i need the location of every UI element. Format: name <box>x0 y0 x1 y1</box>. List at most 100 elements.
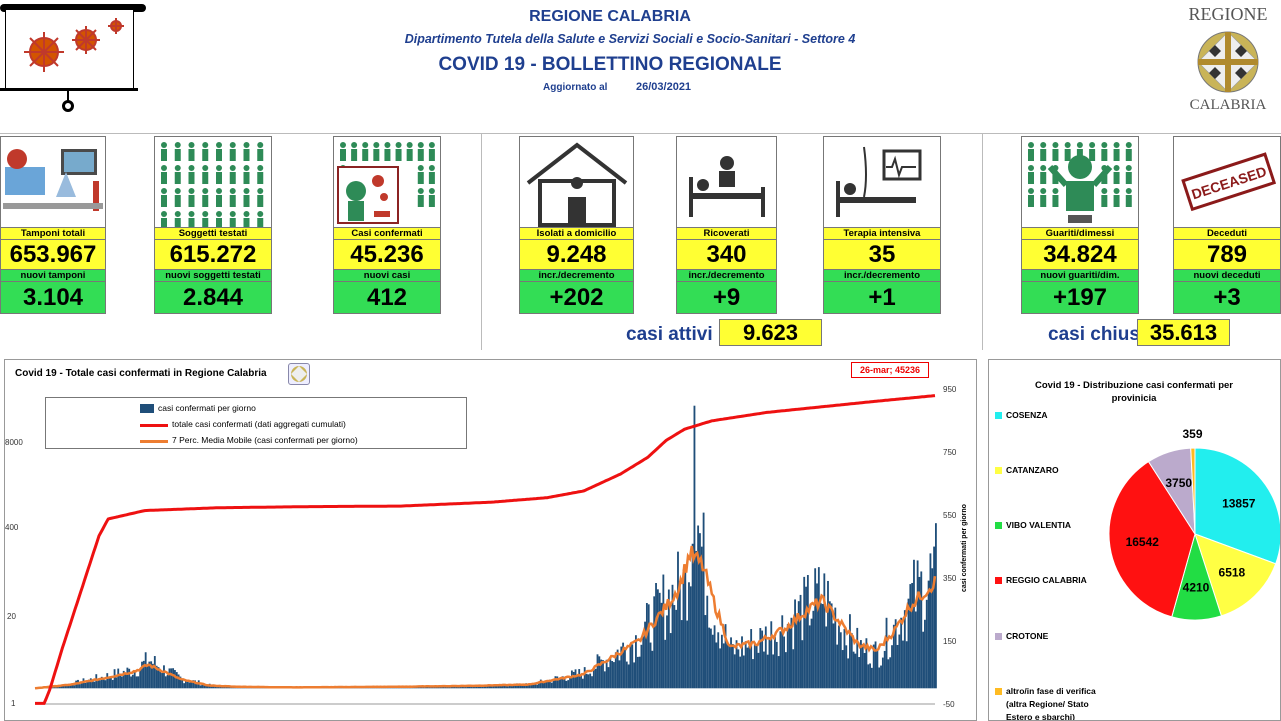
daily-cases-bar <box>133 670 136 689</box>
daily-cases-bar <box>503 684 506 689</box>
daily-cases-bar <box>764 626 767 689</box>
daily-cases-bar <box>303 687 306 689</box>
pie-slice-label: 16542 <box>1126 535 1160 549</box>
daily-cases-bar <box>534 682 537 689</box>
daily-cases-bar <box>900 617 903 689</box>
daily-cases-bar <box>506 686 509 689</box>
daily-cases-bar <box>688 582 690 689</box>
daily-cases-bar <box>393 686 396 689</box>
daily-cases-bar <box>852 651 855 689</box>
daily-cases-bar <box>410 686 412 689</box>
daily-cases-bar <box>565 680 568 689</box>
daily-cases-bar <box>452 686 454 689</box>
daily-cases-bar <box>430 685 432 689</box>
kpi-card-terapia-intensiva: Terapia intensiva 35 incr./decremento +1 <box>823 136 941 314</box>
daily-cases-bar <box>620 646 623 689</box>
chart-callout: 26-mar; 45236 <box>851 362 929 378</box>
daily-cases-bar <box>431 686 434 689</box>
daily-cases-bar <box>640 644 643 689</box>
daily-cases-bar <box>314 687 317 689</box>
daily-cases-bar <box>245 687 248 689</box>
daily-cases-bar <box>660 602 663 689</box>
daily-cases-bar <box>717 632 720 689</box>
daily-cases-bar <box>731 644 734 689</box>
daily-cases-bar <box>931 568 934 689</box>
daily-cases-bar <box>307 686 310 689</box>
daily-cases-bar <box>247 686 250 689</box>
daily-cases-bar <box>419 686 421 689</box>
daily-cases-bar <box>530 683 533 689</box>
daily-cases-bar <box>422 686 425 689</box>
daily-cases-bar <box>269 686 271 689</box>
y-left-tick: 20 <box>7 612 16 621</box>
y-right-tick: 350 <box>943 574 957 583</box>
daily-cases-bar <box>181 678 184 689</box>
daily-cases-bar <box>898 634 901 689</box>
legend-label: casi confermati per giorno <box>158 403 256 413</box>
daily-cases-bar <box>300 687 303 689</box>
daily-cases-bar <box>474 686 476 689</box>
pie-legend-swatch <box>995 577 1002 585</box>
daily-cases-bar <box>468 686 471 689</box>
pie-slice-label: 3750 <box>1165 476 1192 490</box>
daily-cases-bar <box>916 560 919 689</box>
daily-cases-bar <box>656 589 659 689</box>
daily-cases-bar <box>42 687 45 689</box>
daily-cases-bar <box>750 629 753 689</box>
daily-cases-bar <box>325 686 328 689</box>
daily-cases-bar <box>44 687 46 689</box>
daily-cases-bar <box>333 686 335 689</box>
daily-cases-bar <box>216 685 218 689</box>
daily-cases-bar <box>441 686 443 689</box>
daily-cases-bar <box>47 686 50 689</box>
daily-cases-bar <box>700 546 703 689</box>
daily-cases-bar <box>426 686 429 689</box>
daily-cases-bar <box>581 678 584 689</box>
daily-cases-bar <box>828 601 831 689</box>
daily-cases-bar <box>569 677 571 689</box>
daily-cases-bar <box>64 683 67 689</box>
daily-cases-bar <box>713 625 716 689</box>
daily-cases-bar <box>625 661 628 689</box>
daily-cases-bar <box>814 568 817 689</box>
daily-cases-bar <box>446 686 449 689</box>
daily-cases-bar <box>91 681 94 689</box>
daily-cases-bar <box>185 681 187 689</box>
daily-cases-bar <box>726 644 729 689</box>
daily-cases-bar <box>88 679 90 689</box>
daily-cases-bar <box>552 680 555 689</box>
daily-cases-bar <box>106 673 109 689</box>
kpi-label: Guariti/dimessi <box>1021 228 1139 240</box>
daily-cases-bar <box>364 687 367 689</box>
daily-cases-bar <box>342 687 345 689</box>
daily-cases-bar <box>753 642 756 689</box>
daily-cases-bar <box>766 654 769 689</box>
daily-cases-bar <box>97 678 100 689</box>
daily-cases-bar <box>547 680 550 689</box>
daily-cases-bar <box>695 550 698 689</box>
daily-cases-bar <box>336 687 339 689</box>
daily-cases-bar <box>761 630 764 689</box>
virus-board-icon <box>5 9 134 89</box>
daily-cases-bar <box>550 682 553 689</box>
y-right-tick: -50 <box>943 700 955 709</box>
daily-cases-bar <box>715 642 718 689</box>
pie-legend-item: CROTONE <box>995 631 1048 641</box>
daily-cases-bar <box>435 686 438 689</box>
daily-cases-bar <box>501 683 504 689</box>
daily-cases-bar <box>137 676 140 689</box>
daily-cases-bar <box>190 681 193 689</box>
daily-cases-bar <box>596 654 599 689</box>
daily-cases-bar <box>527 684 529 689</box>
daily-cases-bar <box>642 636 645 689</box>
pie-chart: 13857 6518 4210 16542 3750 359 <box>1108 427 1280 621</box>
daily-cases-bar <box>380 686 383 689</box>
daily-cases-bar <box>128 668 131 689</box>
pie-legend-swatch <box>995 412 1002 420</box>
daily-cases-bar <box>887 659 890 689</box>
daily-cases-bar <box>636 656 639 689</box>
daily-cases-bar <box>278 687 281 689</box>
daily-cases-bar <box>77 679 79 689</box>
daily-cases-bar <box>775 641 778 689</box>
daily-cases-bar <box>89 678 92 689</box>
